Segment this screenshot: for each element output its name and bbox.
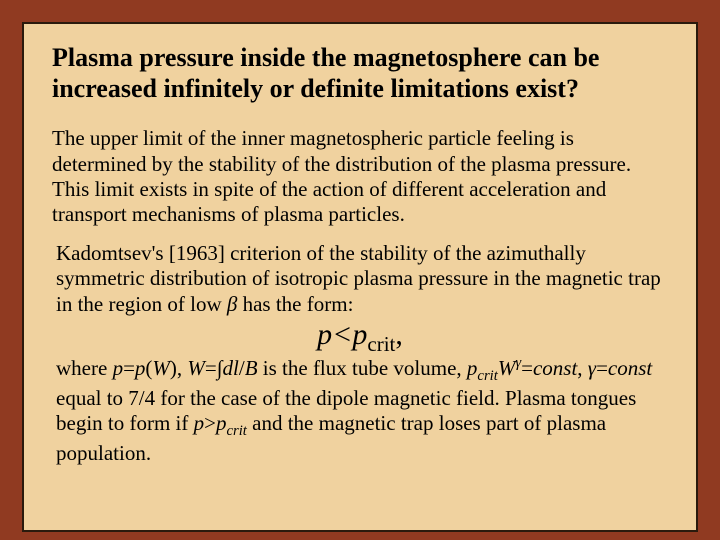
p3-pcrit2-p: p (216, 411, 227, 435)
p3-W1: W (152, 356, 170, 380)
paragraph-kadomtsev: Kadomtsev's [1963] criterion of the stab… (56, 241, 668, 317)
formula-lhs: p (317, 318, 332, 351)
p3-gt: > (204, 411, 216, 435)
formula-rhs-sub: crit (367, 332, 395, 356)
p3-Wg-W: W (498, 356, 516, 380)
criterion-formula: p<pcrit, (52, 319, 668, 355)
kadomtsev-suffix: has the form: (237, 292, 353, 316)
p3-B: B (245, 356, 258, 380)
p3-pcrit-p: p (467, 356, 478, 380)
p3-pcrit-sub: crit (477, 368, 497, 384)
p3-eqconst2: = (596, 356, 608, 380)
paragraph-3: where p=p(W), W=∫dl/B is the flux tube v… (56, 355, 668, 466)
paragraph-1: The upper limit of the inner magnetosphe… (52, 126, 668, 227)
p3-const1: const (533, 356, 577, 380)
formula-tail: , (395, 318, 403, 351)
p3-const2: const (608, 356, 652, 380)
slide-outer-frame: Plasma pressure inside the magnetosphere… (0, 0, 720, 540)
p3-p2: p (135, 356, 146, 380)
formula-rhs-var: p (352, 318, 367, 351)
p3-dl: dl (223, 356, 239, 380)
title-block: Plasma pressure inside the magnetosphere… (52, 42, 668, 104)
p3-eq1: = (123, 356, 135, 380)
beta-symbol: β (227, 292, 237, 316)
p3-eqconst: = (521, 356, 533, 380)
kadomtsev-prefix: Kadomtsev's [1963] criterion of the stab… (56, 241, 661, 315)
slide-title: Plasma pressure inside the magnetosphere… (52, 42, 668, 104)
p3-pcrit2-sub: crit (226, 423, 246, 439)
gamma-symbol: γ (588, 356, 596, 380)
p3-p3: p (194, 411, 205, 435)
p3-fluxtxt: is the flux tube volume, (258, 356, 467, 380)
slide-content-panel: Plasma pressure inside the magnetosphere… (22, 22, 698, 532)
p3-W2: W (187, 356, 205, 380)
p3-eq2: = (205, 356, 217, 380)
p3-close: ), (170, 356, 188, 380)
formula-op: < (332, 318, 352, 351)
p3-where: where (56, 356, 113, 380)
p3-p1: p (113, 356, 124, 380)
p3-comma1: , (577, 356, 588, 380)
